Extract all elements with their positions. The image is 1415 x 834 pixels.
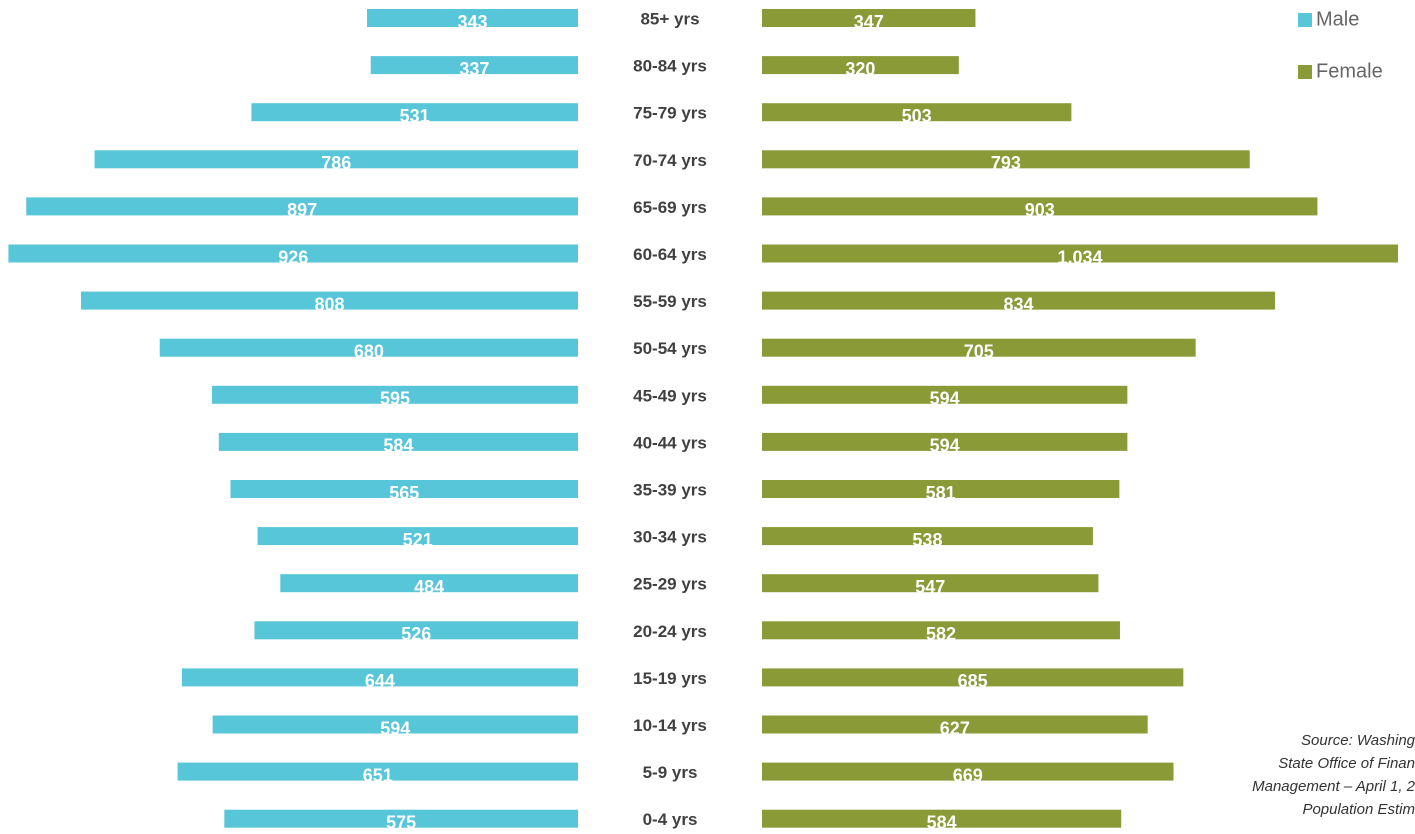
- bar: [762, 762, 1174, 781]
- source-note: Population Estim: [1302, 801, 1415, 818]
- bar: [762, 668, 1184, 687]
- bar: [181, 668, 578, 687]
- value-label: 786: [321, 153, 351, 173]
- value-label: 651: [363, 765, 393, 785]
- value-label: 538: [912, 530, 942, 550]
- bar: [762, 9, 976, 27]
- value-label: 575: [386, 812, 416, 832]
- value-label: 565: [389, 483, 419, 503]
- bar: [212, 385, 579, 404]
- value-label: 337: [459, 59, 489, 79]
- bar: [762, 480, 1120, 498]
- legend-swatch: [1298, 65, 1312, 79]
- bar: [224, 809, 578, 828]
- bar: [159, 338, 578, 357]
- bar: [762, 809, 1122, 828]
- bar: [94, 150, 578, 169]
- source-note: Management – April 1, 2: [1252, 778, 1415, 795]
- value-label: 584: [383, 436, 413, 456]
- bar: [280, 574, 578, 593]
- legend-label: Female: [1316, 60, 1383, 82]
- category-label: 40-44 yrs: [633, 433, 707, 452]
- value-label: 680: [354, 341, 384, 361]
- category-label: 70-74 yrs: [633, 151, 707, 170]
- value-label: 484: [414, 577, 444, 597]
- category-label: 20-24 yrs: [633, 622, 707, 641]
- legend-swatch: [1298, 13, 1312, 27]
- category-label: 35-39 yrs: [633, 480, 707, 499]
- bar: [762, 244, 1398, 263]
- value-label: 793: [991, 153, 1021, 173]
- value-label: 594: [930, 436, 960, 456]
- value-label: 531: [400, 106, 430, 126]
- bar: [762, 338, 1196, 357]
- value-label: 343: [457, 12, 487, 32]
- category-label: 15-19 yrs: [633, 669, 707, 688]
- bar: [251, 103, 578, 122]
- source-note: State Office of Finan: [1278, 755, 1415, 772]
- bar: [762, 291, 1275, 310]
- bar: [370, 56, 578, 75]
- value-label: 594: [930, 389, 960, 409]
- bar: [257, 527, 578, 546]
- category-label: 0-4 yrs: [643, 810, 698, 829]
- value-label: 595: [380, 389, 410, 409]
- value-label: 685: [958, 671, 988, 691]
- bar: [762, 150, 1250, 169]
- category-label: 75-79 yrs: [633, 104, 707, 123]
- value-label: 584: [927, 812, 957, 832]
- value-label: 547: [915, 577, 945, 597]
- bar: [762, 56, 959, 75]
- category-label: 30-34 yrs: [633, 528, 707, 547]
- category-label: 45-49 yrs: [633, 386, 707, 405]
- bar: [762, 715, 1148, 734]
- value-label: 644: [365, 671, 395, 691]
- bar: [367, 9, 578, 27]
- bar: [762, 527, 1093, 546]
- source-note: Source: Washing: [1301, 732, 1415, 749]
- bar: [762, 432, 1128, 451]
- category-label: 65-69 yrs: [633, 198, 707, 217]
- legend-label: Male: [1316, 8, 1359, 30]
- category-label: 55-59 yrs: [633, 292, 707, 311]
- category-label: 80-84 yrs: [633, 57, 707, 76]
- category-label: 50-54 yrs: [633, 339, 707, 358]
- value-label: 897: [287, 200, 317, 220]
- bar: [218, 432, 578, 451]
- bar: [177, 762, 578, 781]
- bar: [254, 621, 578, 640]
- bar: [762, 385, 1128, 404]
- value-label: 669: [953, 765, 983, 785]
- value-label: 705: [964, 341, 994, 361]
- category-label: 25-29 yrs: [633, 575, 707, 594]
- bar: [762, 621, 1120, 640]
- value-label: 903: [1025, 200, 1055, 220]
- value-label: 521: [403, 530, 433, 550]
- bar: [212, 715, 578, 734]
- category-label: 5-9 yrs: [643, 763, 698, 782]
- bar: [8, 244, 579, 263]
- value-label: 627: [940, 718, 970, 738]
- bar: [230, 480, 578, 498]
- value-label: 581: [926, 483, 956, 503]
- value-label: 808: [314, 294, 344, 314]
- value-label: 503: [902, 106, 932, 126]
- bar: [81, 291, 578, 310]
- bar: [762, 103, 1072, 122]
- value-label: 320: [845, 59, 875, 79]
- value-label: 347: [854, 12, 884, 32]
- value-label: 1,034: [1057, 247, 1102, 267]
- category-label: 10-14 yrs: [633, 716, 707, 735]
- value-label: 526: [401, 624, 431, 644]
- bar: [26, 197, 579, 216]
- category-label: 60-64 yrs: [633, 245, 707, 264]
- bar: [762, 574, 1099, 593]
- value-label: 834: [1003, 294, 1033, 314]
- category-label: 85+ yrs: [640, 9, 699, 28]
- bar: [762, 197, 1318, 216]
- value-label: 582: [926, 624, 956, 644]
- value-label: 926: [278, 247, 308, 267]
- value-label: 594: [380, 718, 410, 738]
